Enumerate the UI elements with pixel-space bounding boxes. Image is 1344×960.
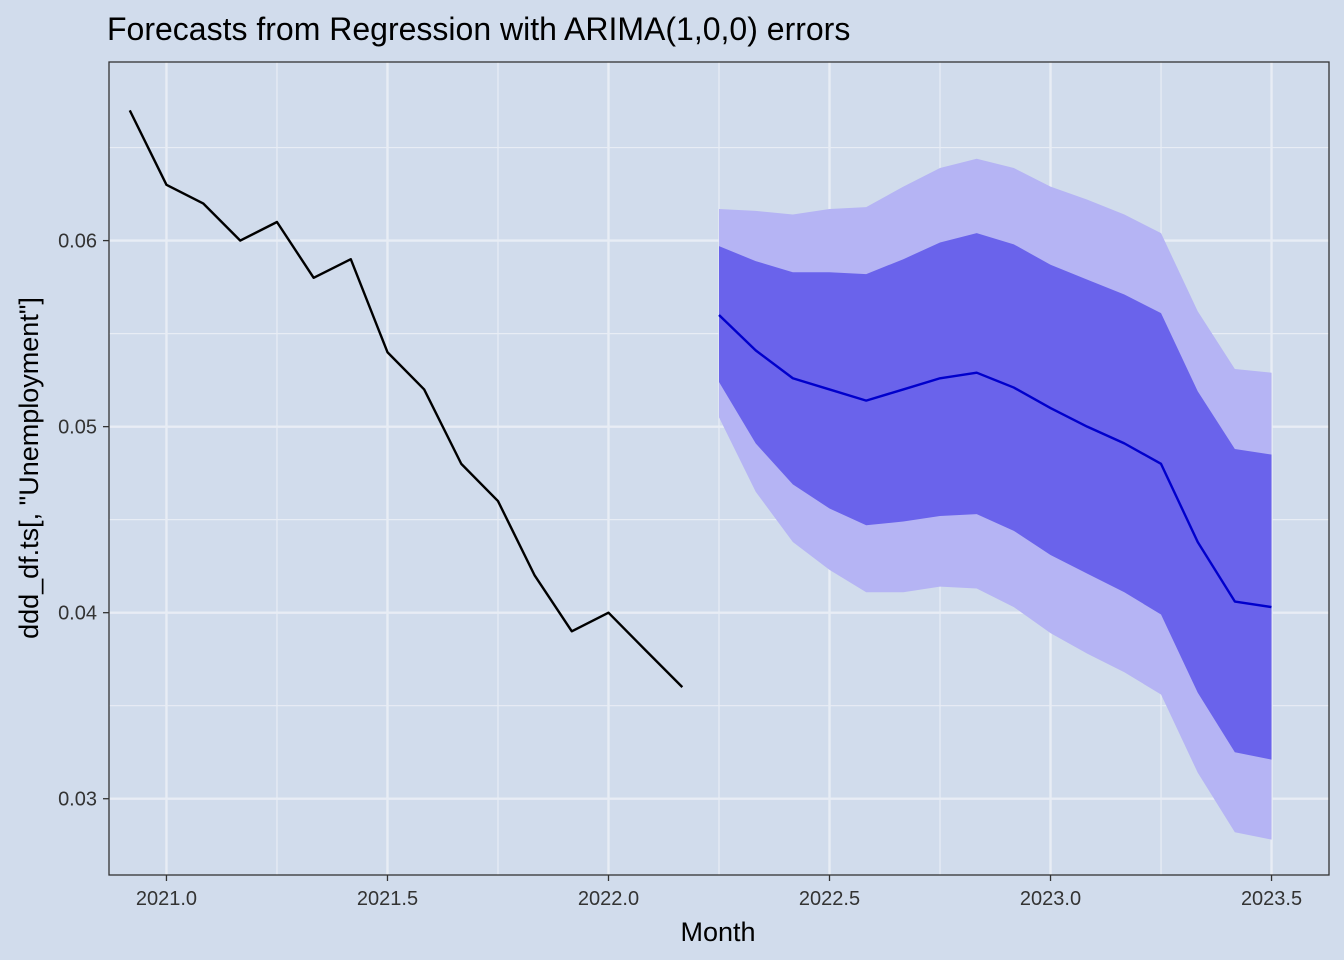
y-tick-label: 0.03 [58, 789, 97, 811]
band-80 [719, 233, 1272, 760]
panel-border [108, 61, 1330, 876]
x-tick-label: 2021.5 [357, 888, 418, 910]
y-tick-label: 0.04 [58, 603, 97, 625]
x-tick-label: 2022.5 [799, 888, 860, 910]
y-tick-label: 0.05 [58, 417, 97, 439]
x-tick-label: 2023.5 [1241, 888, 1302, 910]
chart-title: Forecasts from Regression with ARIMA(1,0… [107, 11, 850, 47]
actual-series-line [128, 109, 684, 688]
y-tick-label: 0.06 [58, 231, 97, 253]
x-axis-title: Month [680, 917, 755, 947]
plot-panel: 2021.0 2021.5 2022.0 2022.5 2023.0 2023.5 0.03… [58, 61, 1330, 910]
x-tick-label: 2023.0 [1020, 888, 1081, 910]
y-axis-title: ddd_df.ts[, "Unemployment"] [14, 297, 44, 639]
x-tick-label: 2022.0 [578, 888, 639, 910]
forecast-series-line [718, 314, 1272, 609]
x-tick-label: 2021.0 [136, 888, 197, 910]
